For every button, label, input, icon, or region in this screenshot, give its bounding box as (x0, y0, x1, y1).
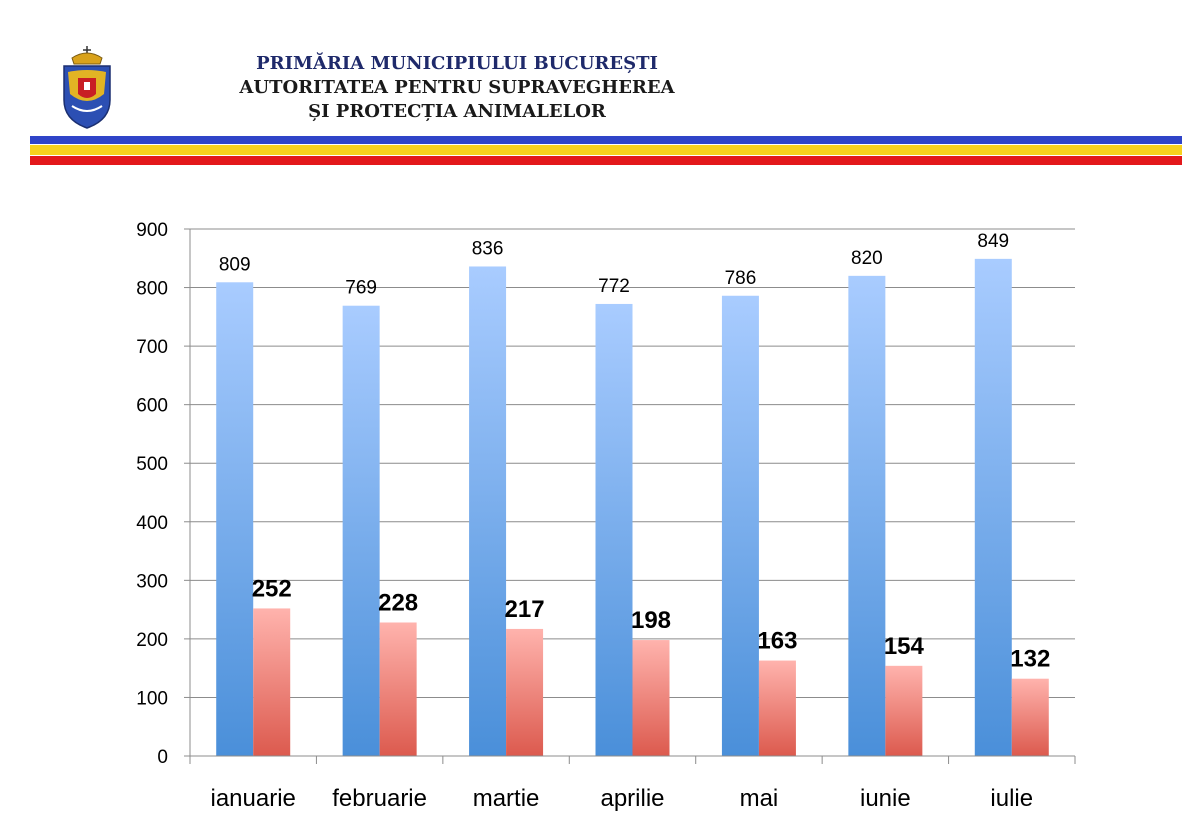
bar-series-2-martie (506, 628, 544, 756)
data-label-series-1-ianuarie: 809 (219, 254, 251, 275)
x-tick-label: martie (473, 785, 540, 812)
y-tick-label: 600 (136, 396, 168, 417)
y-tick-label: 200 (136, 630, 168, 651)
flag-stripe-blue (30, 136, 1182, 144)
y-tick-label: 500 (136, 454, 168, 475)
data-label-series-2-iulie: 132 (1010, 646, 1050, 673)
bar-series-1-ianuarie (216, 282, 254, 756)
data-labels: 809 252 769 228 836 217 772 198 786 163 820 154 849 1… (219, 231, 1050, 673)
y-tick-label: 100 (136, 688, 168, 709)
data-label-series-2-februarie: 228 (378, 589, 418, 616)
bar-series-1-aprilie (595, 303, 633, 756)
bar-series-1-februarie (342, 305, 380, 756)
x-tick-label: februarie (332, 785, 427, 812)
bar-series-1-mai (721, 295, 759, 756)
data-label-series-2-iunie: 154 (884, 633, 925, 660)
x-tick-label: mai (740, 785, 779, 812)
bars (216, 258, 1049, 756)
bar-series-2-mai (758, 660, 796, 756)
bar-series-1-martie (469, 266, 507, 756)
institution-line-3: ȘI PROTECȚIA ANIMALELOR (308, 101, 606, 122)
flag-stripe-red (30, 156, 1182, 165)
institution-line-2: AUTORITATEA PENTRU SUPRAVEGHEREA (239, 77, 675, 98)
data-label-series-1-februarie: 769 (345, 278, 377, 299)
y-tick-label: 800 (136, 279, 168, 300)
data-label-series-1-mai: 786 (725, 268, 757, 289)
y-tick-label: 0 (157, 747, 168, 768)
x-tick-label: aprilie (600, 785, 664, 812)
x-tick-label: ianuarie (211, 785, 296, 812)
data-label-series-2-ianuarie: 252 (252, 575, 292, 602)
x-tick-label: iunie (860, 785, 911, 812)
bar-series-1-iulie (974, 258, 1012, 756)
y-tick-label: 400 (136, 513, 168, 534)
data-label-series-1-aprilie: 772 (598, 276, 630, 297)
axes: 0 100 200 300 400 500 600 700 800 900 ianuarie febr… (136, 220, 1076, 812)
bar-series-1-iunie (848, 275, 886, 756)
page-header: PRIMĂRIA MUNICIPIULUI BUCUREȘTI AUTORITA… (0, 0, 1185, 170)
data-label-series-1-martie: 836 (472, 238, 504, 259)
flag-stripe-yellow (30, 145, 1182, 155)
data-label-series-2-aprilie: 198 (631, 607, 671, 634)
bar-series-2-aprilie (632, 640, 670, 756)
data-label-series-2-martie: 217 (505, 596, 545, 623)
y-tick-label: 300 (136, 571, 168, 592)
data-label-series-1-iunie: 820 (851, 248, 883, 269)
institution-line-1: PRIMĂRIA MUNICIPIULUI BUCUREȘTI (256, 53, 658, 74)
y-tick-label: 700 (136, 337, 168, 358)
x-tick-label: iulie (990, 785, 1033, 812)
bucharest-coat-of-arms-icon (63, 46, 111, 129)
data-label-series-1-iulie: 849 (977, 231, 1009, 252)
bar-series-2-iunie (885, 665, 923, 756)
institution-title: PRIMĂRIA MUNICIPIULUI BUCUREȘTI AUTORITA… (222, 52, 692, 124)
data-label-series-2-mai: 163 (757, 628, 797, 655)
bar-series-2-februarie (379, 622, 417, 756)
bar-series-2-ianuarie (253, 608, 291, 756)
y-tick-label: 900 (136, 220, 168, 241)
bar-series-2-iulie (1011, 678, 1049, 756)
